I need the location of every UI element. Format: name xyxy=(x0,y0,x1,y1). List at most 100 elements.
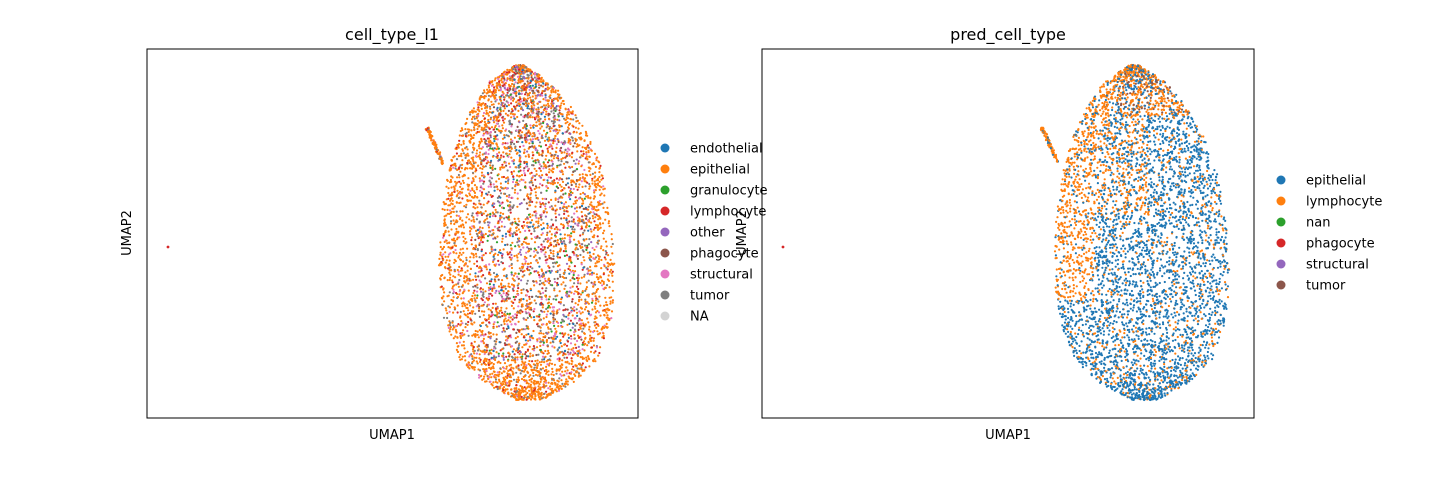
data-point xyxy=(452,296,455,299)
data-point xyxy=(528,88,531,91)
data-point xyxy=(473,294,477,297)
data-point xyxy=(499,211,502,214)
data-point xyxy=(568,165,571,168)
data-point xyxy=(494,302,497,305)
data-point xyxy=(456,181,459,184)
data-point xyxy=(472,126,476,129)
data-point xyxy=(446,226,449,229)
data-point xyxy=(558,359,561,362)
data-point xyxy=(474,238,477,241)
data-point xyxy=(483,197,486,200)
data-point xyxy=(522,317,525,320)
data-point xyxy=(589,350,593,353)
data-point xyxy=(552,379,556,382)
data-point xyxy=(510,171,513,174)
data-point xyxy=(514,245,517,248)
data-point xyxy=(495,122,498,125)
data-point xyxy=(568,295,571,298)
data-point xyxy=(567,177,571,180)
data-point xyxy=(594,307,597,310)
data-point xyxy=(490,100,493,103)
data-point xyxy=(512,274,516,277)
data-point xyxy=(510,256,514,259)
data-point xyxy=(512,378,516,381)
data-point xyxy=(535,169,538,173)
data-point xyxy=(463,288,466,291)
data-point xyxy=(603,201,606,204)
data-point xyxy=(456,295,460,299)
data-point xyxy=(552,252,555,255)
data-point xyxy=(529,200,532,203)
data-point xyxy=(549,328,552,331)
data-point xyxy=(529,221,532,224)
data-point xyxy=(495,351,498,354)
data-point xyxy=(524,66,527,69)
data-point xyxy=(507,369,510,372)
data-point xyxy=(461,269,464,272)
data-point xyxy=(502,248,505,251)
data-point xyxy=(515,229,518,232)
data-point xyxy=(456,268,459,272)
data-point xyxy=(474,252,478,255)
data-point xyxy=(501,143,504,146)
data-point xyxy=(448,324,452,327)
data-point xyxy=(548,145,551,149)
data-point xyxy=(476,294,479,297)
data-point xyxy=(492,229,495,232)
data-point xyxy=(529,124,532,127)
data-point xyxy=(518,156,522,160)
data-point xyxy=(517,130,520,134)
data-point xyxy=(524,368,527,371)
data-point xyxy=(545,315,548,319)
data-point xyxy=(565,372,568,375)
data-point xyxy=(505,195,508,198)
data-point xyxy=(509,88,512,91)
data-point xyxy=(530,308,533,311)
data-point xyxy=(455,214,458,217)
data-point xyxy=(455,348,458,351)
data-point xyxy=(503,370,506,373)
data-point xyxy=(518,175,521,178)
data-point xyxy=(470,181,473,185)
data-point xyxy=(550,182,553,185)
data-point xyxy=(591,182,594,185)
data-point xyxy=(560,298,563,301)
data-point xyxy=(586,181,589,184)
data-point xyxy=(492,149,495,152)
data-point xyxy=(501,297,504,300)
data-point xyxy=(573,309,576,312)
data-point xyxy=(527,311,530,314)
data-point xyxy=(487,114,490,117)
data-point xyxy=(495,241,499,244)
data-point xyxy=(539,127,542,130)
data-point xyxy=(502,386,506,389)
data-point xyxy=(581,356,584,359)
data-point xyxy=(467,185,470,188)
data-point xyxy=(513,113,516,116)
data-point xyxy=(503,107,506,110)
data-point xyxy=(565,378,568,381)
data-point xyxy=(483,120,486,124)
data-point xyxy=(495,85,498,88)
data-point xyxy=(600,258,603,262)
data-point xyxy=(480,161,483,164)
data-point xyxy=(457,173,460,177)
data-point xyxy=(445,259,448,262)
data-point xyxy=(476,286,479,289)
data-point xyxy=(539,248,543,251)
data-point xyxy=(563,276,566,280)
scatter-points xyxy=(166,64,616,401)
data-point xyxy=(506,169,509,172)
data-point xyxy=(602,237,605,240)
data-point xyxy=(502,358,505,361)
data-point xyxy=(511,277,514,280)
data-point xyxy=(592,330,595,333)
data-point xyxy=(488,105,492,108)
data-point xyxy=(532,132,535,135)
data-point xyxy=(489,373,492,376)
data-point xyxy=(534,373,538,376)
data-point xyxy=(514,188,517,191)
data-point xyxy=(444,251,447,254)
data-point xyxy=(537,90,540,93)
data-point xyxy=(545,307,548,311)
